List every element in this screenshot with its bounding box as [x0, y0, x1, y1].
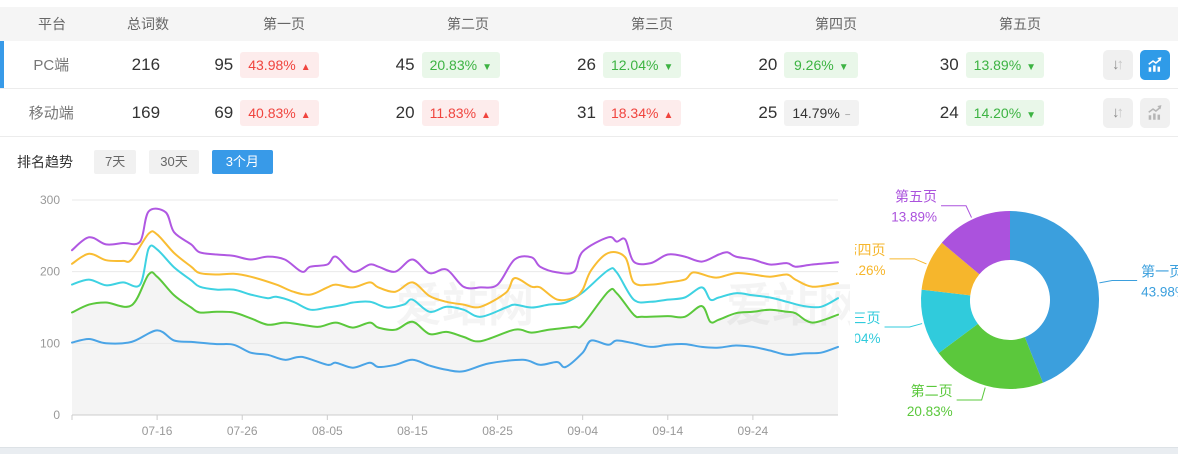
svg-text:08-15: 08-15: [397, 424, 428, 438]
page-count: 25: [758, 102, 778, 122]
page-cell: 20 9.26% ▼: [733, 51, 914, 78]
header-page-5: 第五页: [999, 16, 1041, 32]
svg-text:100: 100: [40, 336, 60, 350]
sort-button[interactable]: ↓↑: [1103, 49, 1134, 80]
page-cell: 31 18.34% ▲: [552, 99, 733, 126]
table-header-row: 平台 总词数 第一页 第二页 第三页 第四页 第五页: [0, 7, 1178, 41]
page-count: 24: [939, 102, 959, 122]
sort-arrows-icon: ↓↑: [1112, 56, 1124, 73]
trend-badge: 14.79% −: [784, 99, 859, 126]
trend-arrow-icon: ▼: [482, 61, 492, 73]
page-cell: 69 40.83% ▲: [189, 99, 370, 126]
page-share-donut-chart[interactable]: 第一页 43.98% 第二页 20.83% 第三页 12.04% 第四页 9.26% 第五页 13…: [855, 170, 1178, 422]
svg-text:09-24: 09-24: [738, 424, 769, 438]
svg-text:第一页: 第一页: [1141, 263, 1178, 279]
trend-badge: 18.34% ▲: [602, 99, 682, 126]
sort-arrows-icon: ↓↑: [1112, 104, 1124, 121]
page-bottom-strip: [0, 447, 1178, 454]
header-total-words: 总词数: [127, 16, 169, 32]
trend-badge: 11.83% ▲: [421, 99, 499, 126]
trend-arrow-icon: ▲: [300, 109, 311, 121]
svg-text:300: 300: [40, 193, 60, 207]
svg-text:07-16: 07-16: [142, 424, 173, 438]
page-count: 20: [758, 54, 778, 74]
page-cell: 30 13.89% ▼: [915, 51, 1096, 78]
page-count: 69: [214, 102, 234, 122]
header-page-1: 第一页: [263, 16, 305, 32]
trend-badge: 40.83% ▲: [240, 99, 319, 126]
svg-text:09-04: 09-04: [567, 424, 598, 438]
page-count: 95: [214, 54, 234, 74]
svg-text:07-26: 07-26: [227, 424, 258, 438]
svg-text:08-05: 08-05: [312, 424, 343, 438]
svg-text:第四页: 第四页: [855, 242, 886, 258]
platform-label: PC端: [33, 57, 70, 74]
trend-chart-button[interactable]: [1140, 49, 1171, 80]
page-cell: 24 14.20% ▼: [915, 99, 1096, 126]
page-count: 20: [395, 102, 415, 122]
svg-text:13.89%: 13.89%: [891, 210, 937, 225]
tab-7-days[interactable]: 7天: [94, 150, 137, 174]
page-cell: 26 12.04% ▼: [552, 51, 733, 78]
svg-text:第五页: 第五页: [895, 189, 937, 205]
svg-text:0: 0: [53, 408, 60, 422]
svg-text:12.04%: 12.04%: [855, 331, 881, 346]
svg-text:9.26%: 9.26%: [855, 263, 886, 278]
page-cell: 45 20.83% ▼: [371, 51, 552, 78]
header-page-4: 第四页: [815, 16, 857, 32]
page-count: 31: [577, 102, 596, 122]
rank-trend-line-chart[interactable]: 爱站网爱站网010020030007-1607-2608-0508-1508-2…: [20, 188, 850, 454]
trend-badge: 43.98% ▲: [240, 51, 319, 78]
trend-arrow-icon: ▼: [838, 61, 849, 73]
trend-arrow-icon: ▼: [1026, 109, 1037, 121]
trend-arrow-icon: ▲: [300, 61, 311, 73]
trend-arrow-icon: ▲: [663, 109, 674, 121]
total-words-value: 169: [131, 102, 161, 122]
svg-text:08-25: 08-25: [482, 424, 513, 438]
trend-badge: 14.20% ▼: [965, 99, 1045, 126]
row-actions: ↓↑: [1096, 49, 1178, 80]
page-count: 26: [577, 54, 596, 74]
page-cell: 25 14.79% −: [733, 99, 914, 126]
header-platform: 平台: [38, 16, 66, 32]
page-count: 30: [939, 54, 959, 74]
tab-30-days[interactable]: 30天: [149, 150, 199, 174]
trend-badge: 13.89% ▼: [965, 51, 1045, 78]
trend-chart-icon: [1148, 104, 1162, 120]
header-page-2: 第二页: [447, 16, 489, 32]
trend-badge: 12.04% ▼: [602, 51, 682, 78]
page-cell: 20 11.83% ▲: [371, 99, 552, 126]
trend-arrow-icon: −: [844, 109, 851, 121]
table-row-mobile[interactable]: 移动端 169 69 40.83% ▲ 20 11.83% ▲ 31 18.34% ▲…: [0, 89, 1178, 137]
trend-badge: 20.83% ▼: [421, 51, 500, 78]
svg-text:第二页: 第二页: [911, 383, 953, 399]
rank-table: 平台 总词数 第一页 第二页 第三页 第四页 第五页 PC端 216 95 43…: [0, 7, 1178, 137]
svg-text:43.98%: 43.98%: [1141, 284, 1178, 299]
svg-text:09-14: 09-14: [652, 424, 683, 438]
header-page-3: 第三页: [631, 16, 673, 32]
tab-3-months[interactable]: 3个月: [211, 150, 273, 174]
total-words-value: 216: [131, 54, 161, 74]
svg-text:200: 200: [40, 265, 60, 279]
trend-arrow-icon: ▼: [663, 61, 674, 73]
trend-toolbar: 排名趋势 7天 30天 3个月: [0, 149, 1178, 175]
trend-badge: 9.26% ▼: [784, 51, 859, 78]
trend-arrow-icon: ▲: [481, 109, 491, 121]
trend-section-title: 排名趋势: [17, 154, 73, 170]
svg-text:20.83%: 20.83%: [907, 404, 953, 419]
trend-chart-icon: [1148, 56, 1162, 72]
platform-label: 移动端: [28, 105, 74, 122]
svg-text:爱站网: 爱站网: [726, 279, 850, 331]
trend-arrow-icon: ▼: [1026, 61, 1037, 73]
table-row-pc[interactable]: PC端 216 95 43.98% ▲ 45 20.83% ▼ 26 12.04% ▼…: [0, 41, 1178, 89]
page-count: 45: [395, 54, 415, 74]
trend-chart-button[interactable]: [1140, 97, 1171, 128]
svg-text:第三页: 第三页: [855, 310, 881, 326]
row-actions: ↓↑: [1096, 97, 1178, 128]
sort-button[interactable]: ↓↑: [1103, 97, 1134, 128]
page-cell: 95 43.98% ▲: [189, 51, 370, 78]
